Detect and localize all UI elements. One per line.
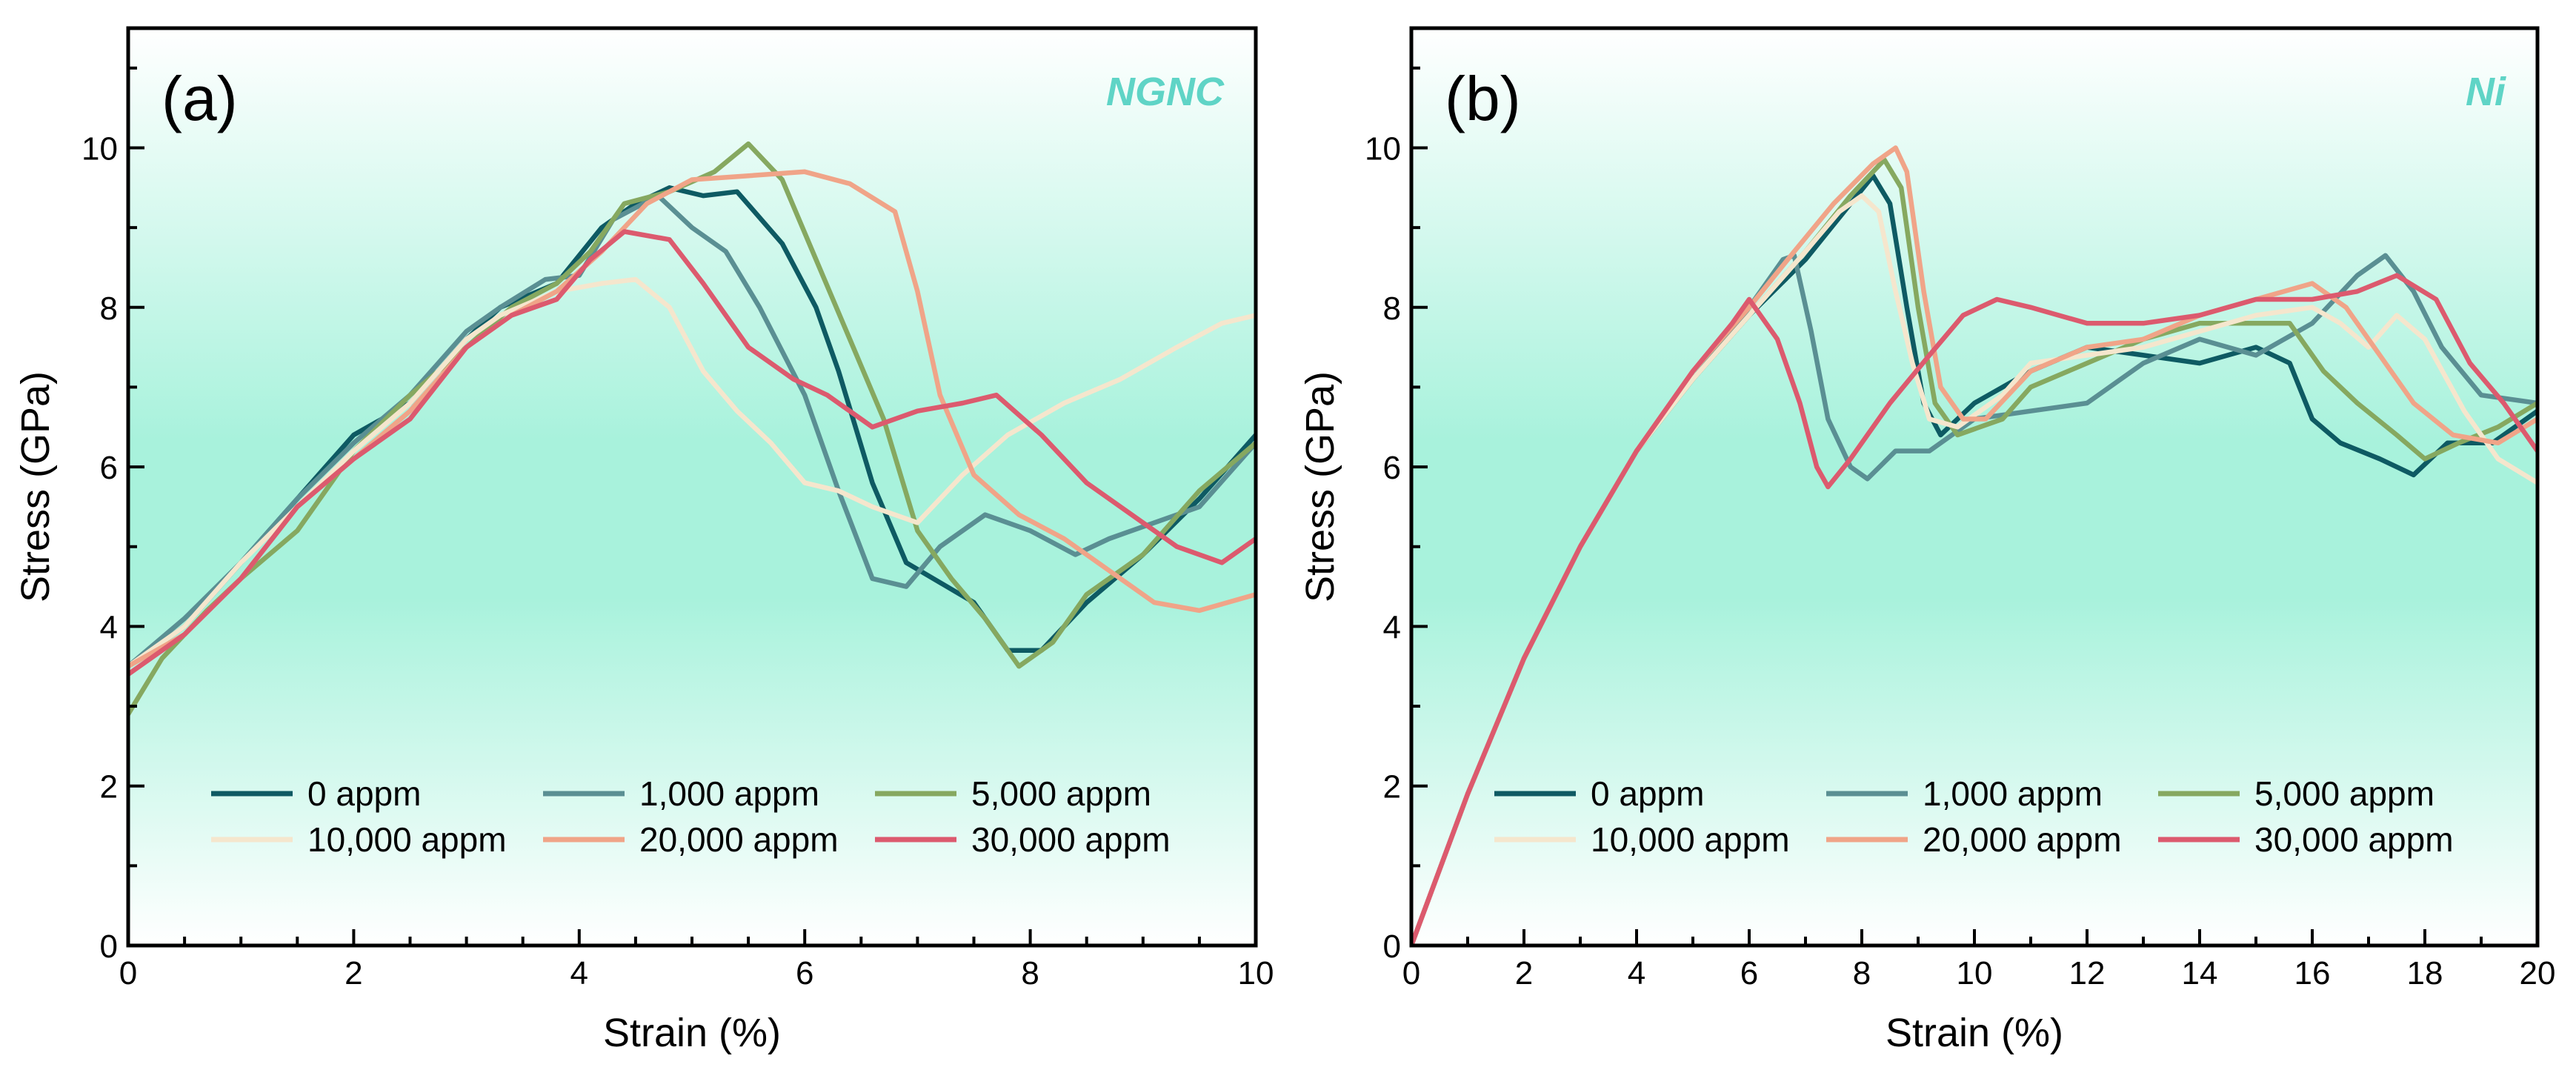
series-group — [128, 141, 1256, 717]
y-tick-label: 2 — [1383, 769, 1401, 805]
x-tick-label: 4 — [570, 955, 588, 991]
x-tick-label: 0 — [119, 955, 137, 991]
series-line-2 — [128, 141, 1256, 717]
legend-label-0: 0 appm — [307, 774, 421, 813]
panel-label: (a) — [162, 64, 238, 133]
series-line-1 — [128, 193, 1256, 669]
legend-label-2: 5,000 appm — [971, 774, 1151, 813]
y-tick-label: 6 — [100, 450, 118, 486]
x-tick-label: 16 — [2294, 955, 2331, 991]
x-tick-label: 18 — [2407, 955, 2443, 991]
ticks-group: 0 2 4 6 8 10 0 2 4 6 8 10 — [81, 66, 1274, 991]
legend-label-2: 5,000 appm — [2254, 774, 2434, 813]
y-tick-label: 2 — [100, 769, 118, 805]
y-tick-label: 4 — [1383, 609, 1401, 645]
legend-label-3: 10,000 appm — [1591, 820, 1790, 859]
legend-label-1: 1,000 appm — [1923, 774, 2103, 813]
y-tick-label: 0 — [100, 928, 118, 965]
legend-label-5: 30,000 appm — [971, 820, 1171, 859]
plot-frame — [126, 26, 1258, 948]
series-line-3 — [128, 276, 1256, 669]
series-group — [1411, 145, 2537, 946]
plot-frame — [1409, 26, 2540, 948]
legend-label-5: 30,000 appm — [2254, 820, 2454, 859]
x-tick-label: 8 — [1021, 955, 1039, 991]
y-axis-title: Stress (GPa) — [13, 371, 58, 602]
series-line-5 — [1411, 273, 2537, 946]
legend: 0 appm 1,000 appm 5,000 appm 10,000 appm 20,… — [211, 774, 1171, 859]
x-tick-label: 2 — [1515, 955, 1533, 991]
y-axis-title: Stress (GPa) — [1298, 371, 1342, 602]
plot-area-background — [1411, 28, 2537, 946]
panel-a: 0 2 4 6 8 10 0 2 4 6 8 10 (a) NGNC Strain (%) Stres… — [13, 26, 1274, 1055]
x-tick-label: 12 — [2069, 955, 2106, 991]
panel-tag: NGNC — [1106, 70, 1225, 114]
x-tick-label: 8 — [1853, 955, 1871, 991]
y-tick-label: 0 — [1383, 928, 1401, 965]
legend-label-4: 20,000 appm — [639, 820, 839, 859]
x-tick-label: 2 — [345, 955, 362, 991]
legend-label-0: 0 appm — [1591, 774, 1704, 813]
y-tick-label: 4 — [100, 609, 118, 645]
panel-b: 0 2 4 6 8 10 12 14 16 18 20 0 2 4 6 8 10 (b) Ni Strain (… — [1298, 26, 2556, 1055]
x-axis-title: Strain (%) — [1886, 1011, 2063, 1055]
x-tick-label: 10 — [1238, 955, 1274, 991]
panel-label: (b) — [1445, 64, 1521, 133]
legend: 0 appm 1,000 appm 5,000 appm 10,000 appm 20,… — [1494, 774, 2454, 859]
x-axis-title: Strain (%) — [603, 1011, 781, 1055]
y-tick-label: 8 — [1383, 290, 1401, 327]
x-tick-label: 0 — [1402, 955, 1420, 991]
y-tick-label: 10 — [1365, 130, 1401, 167]
y-tick-label: 6 — [1383, 450, 1401, 486]
ticks-group: 0 2 4 6 8 10 12 14 16 18 20 0 2 4 6 8 10 — [1365, 66, 2556, 991]
x-tick-label: 6 — [796, 955, 813, 991]
x-tick-label: 10 — [1957, 955, 1993, 991]
x-tick-label: 6 — [1740, 955, 1758, 991]
legend-label-1: 1,000 appm — [639, 774, 819, 813]
legend-label-3: 10,000 appm — [307, 820, 507, 859]
x-tick-label: 20 — [2520, 955, 2556, 991]
panel-tag: Ni — [2466, 70, 2506, 114]
x-tick-label: 4 — [1628, 955, 1645, 991]
series-line-3 — [1411, 193, 2537, 946]
series-line-5 — [128, 229, 1256, 677]
y-tick-label: 10 — [81, 130, 118, 167]
y-tick-label: 8 — [100, 290, 118, 327]
x-tick-label: 14 — [2182, 955, 2218, 991]
legend-label-4: 20,000 appm — [1923, 820, 2122, 859]
